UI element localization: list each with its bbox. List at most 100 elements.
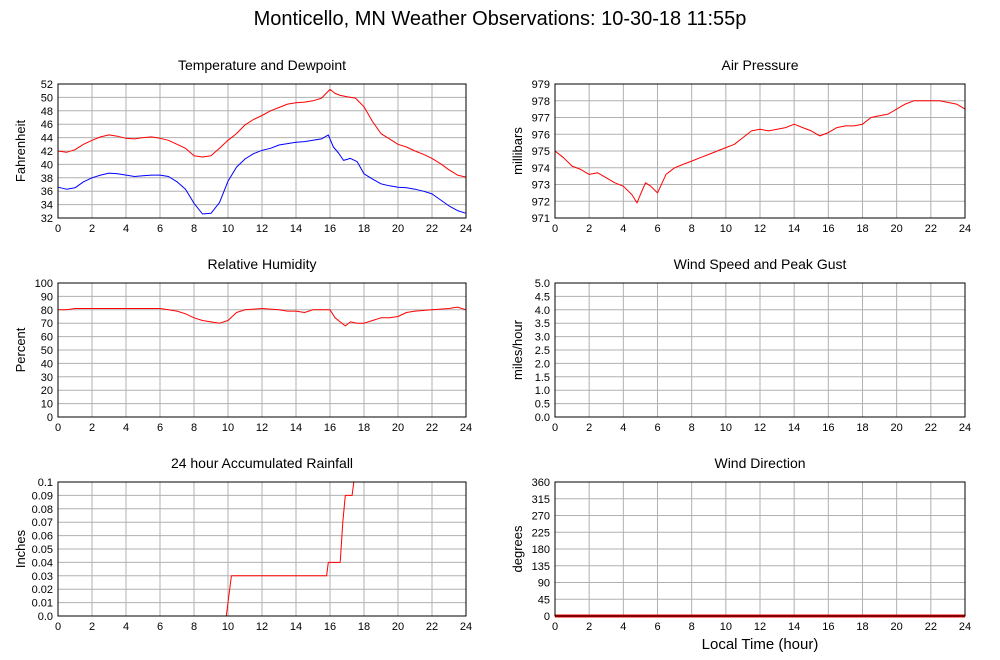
y-tick-label: 225 [532, 527, 550, 539]
x-tick-label: 2 [89, 223, 95, 235]
y-tick-label: 0.1 [38, 477, 53, 489]
x-tick-label: 10 [222, 621, 234, 633]
x-tick-label: 20 [392, 223, 404, 235]
x-tick-label: 16 [822, 223, 834, 235]
x-tick-label: 0 [552, 223, 558, 235]
x-tick-label: 12 [754, 621, 766, 633]
y-tick-label: 135 [532, 561, 550, 573]
x-tick-label: 16 [822, 422, 834, 434]
y-tick-label: 90 [538, 578, 550, 590]
x-tick-label: 14 [290, 422, 302, 434]
y-tick-label: 5.0 [535, 278, 550, 290]
y-tick-label: 2.0 [535, 358, 550, 370]
x-tick-label: 16 [324, 422, 336, 434]
page-title: Monticello, MN Weather Observations: 10-… [253, 8, 747, 30]
y-tick-label: 978 [532, 96, 550, 108]
plot-frame [57, 481, 467, 617]
y-tick-label: 4.0 [535, 305, 550, 317]
plot-frame [554, 83, 966, 219]
y-tick-label: 0.03 [32, 571, 53, 583]
x-tick-label: 6 [654, 422, 660, 434]
x-axis-label: Local Time (hour) [701, 636, 819, 653]
chart-title: Wind Speed and Peak Gust [674, 256, 847, 272]
x-tick-label: 6 [157, 422, 163, 434]
series-line-2 [57, 134, 467, 215]
x-tick-label: 10 [222, 223, 234, 235]
y-tick-label: 976 [532, 129, 550, 141]
x-tick-label: 4 [620, 621, 626, 633]
x-tick-label: 22 [925, 223, 937, 235]
y-tick-label: 0.5 [535, 399, 550, 411]
y-tick-label: 0.05 [32, 544, 53, 556]
y-axis-label: Percent [13, 327, 28, 372]
y-axis-label: Inches [13, 529, 28, 568]
x-tick-label: 22 [426, 621, 438, 633]
x-tick-label: 6 [654, 223, 660, 235]
x-tick-label: 8 [689, 422, 695, 434]
chart-title: Temperature and Dewpoint [178, 57, 346, 73]
x-tick-label: 20 [891, 223, 903, 235]
plot-frame [57, 282, 467, 418]
y-tick-label: 3.5 [535, 318, 550, 330]
y-tick-label: 975 [532, 146, 550, 158]
x-tick-label: 10 [720, 223, 732, 235]
x-tick-label: 20 [891, 422, 903, 434]
x-tick-label: 22 [426, 223, 438, 235]
y-tick-label: 80 [41, 305, 53, 317]
y-tick-label: 0.02 [32, 584, 53, 596]
x-tick-label: 20 [392, 422, 404, 434]
x-tick-label: 18 [358, 223, 370, 235]
x-tick-label: 0 [55, 621, 61, 633]
y-axis-label: degrees [510, 525, 525, 572]
x-tick-label: 18 [358, 621, 370, 633]
y-tick-label: 0.0 [38, 611, 53, 623]
y-tick-label: 270 [532, 511, 550, 523]
y-axis-label: millibars [510, 127, 525, 175]
chart-title: 24 hour Accumulated Rainfall [171, 455, 353, 471]
y-tick-label: 971 [532, 213, 550, 225]
y-tick-label: 0.09 [32, 490, 53, 502]
chart-title: Relative Humidity [208, 256, 317, 272]
y-tick-label: 0.01 [32, 598, 53, 610]
x-tick-label: 14 [788, 223, 800, 235]
y-tick-label: 36 [41, 186, 53, 198]
x-tick-label: 12 [256, 422, 268, 434]
x-tick-label: 8 [191, 223, 197, 235]
y-tick-label: 50 [41, 345, 53, 357]
x-tick-label: 0 [552, 422, 558, 434]
x-tick-label: 16 [324, 621, 336, 633]
series-line-1 [58, 306, 467, 327]
x-tick-label: 24 [959, 621, 971, 633]
x-tick-label: 12 [754, 422, 766, 434]
y-axis-label: Fahrenheit [13, 120, 28, 183]
x-tick-label: 2 [586, 422, 592, 434]
plot-frame [554, 481, 966, 617]
x-tick-label: 20 [392, 621, 404, 633]
x-tick-label: 6 [157, 621, 163, 633]
x-tick-label: 10 [720, 621, 732, 633]
x-tick-label: 24 [460, 621, 472, 633]
x-tick-label: 4 [123, 223, 129, 235]
y-tick-label: 315 [532, 494, 550, 506]
x-tick-label: 14 [290, 621, 302, 633]
y-tick-label: 2.5 [535, 345, 550, 357]
y-tick-label: 40 [41, 159, 53, 171]
y-tick-label: 48 [41, 106, 53, 118]
x-tick-label: 0 [552, 621, 558, 633]
plot-frame [554, 282, 966, 418]
x-tick-label: 22 [925, 621, 937, 633]
x-tick-label: 12 [256, 621, 268, 633]
x-tick-label: 16 [324, 223, 336, 235]
x-tick-label: 14 [788, 621, 800, 633]
y-tick-label: 0.04 [32, 557, 53, 569]
x-tick-label: 24 [959, 223, 971, 235]
y-tick-label: 180 [532, 544, 550, 556]
x-tick-label: 4 [620, 422, 626, 434]
y-tick-label: 38 [41, 173, 53, 185]
x-tick-label: 2 [89, 621, 95, 633]
x-tick-label: 14 [788, 422, 800, 434]
y-tick-label: 3.0 [535, 332, 550, 344]
y-tick-label: 1.0 [535, 385, 550, 397]
x-tick-label: 22 [925, 422, 937, 434]
